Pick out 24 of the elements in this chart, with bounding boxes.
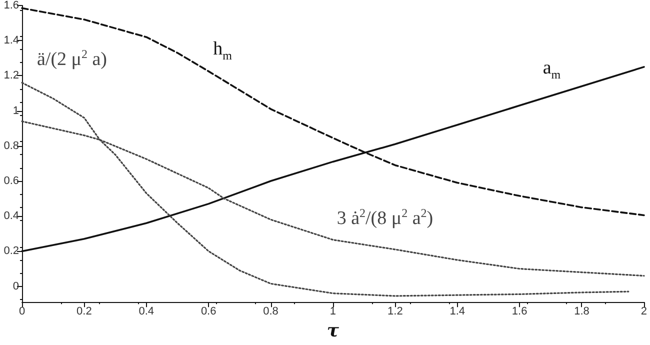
x-tick-label: 0.8 [263,306,278,318]
x-tick-label: 0.4 [138,306,154,318]
series-label: h$_{m}$ [213,38,232,64]
y-tick-label: 0.6 [4,175,19,188]
y-tick-label: 1 [12,104,19,117]
y-tick-label: 1.4 [4,34,19,47]
x-tick-label: 1.2 [388,306,403,318]
series-label: 3 ȧ$^{2}$/(8 μ$^{2}$ a$^{2}$) [336,206,434,230]
y-tick-label: 1.2 [4,70,19,82]
y-tick-label: 0 [12,280,19,292]
x-tick-label: 1.4 [450,306,466,318]
y-tick-label: 0.8 [4,140,19,152]
x-tick-label: 1.6 [512,306,528,318]
x-tick-label: 1 [330,306,336,318]
x-tick-label: 1.8 [574,306,590,318]
y-tick-label: 0.4 [4,210,19,222]
x-axis-title: τ [326,320,340,342]
x-tick-label: 2 [640,306,648,318]
x-tick-label: 0.2 [76,306,92,318]
series-label: a$_{m}$ [542,58,561,83]
y-tick-label: 0.2 [4,245,19,258]
y-tick-label: 1.6 [4,0,19,12]
series-label: ä/(2 μ$^{2}$ a) [37,46,107,71]
x-tick-label: 0.6 [200,306,216,318]
